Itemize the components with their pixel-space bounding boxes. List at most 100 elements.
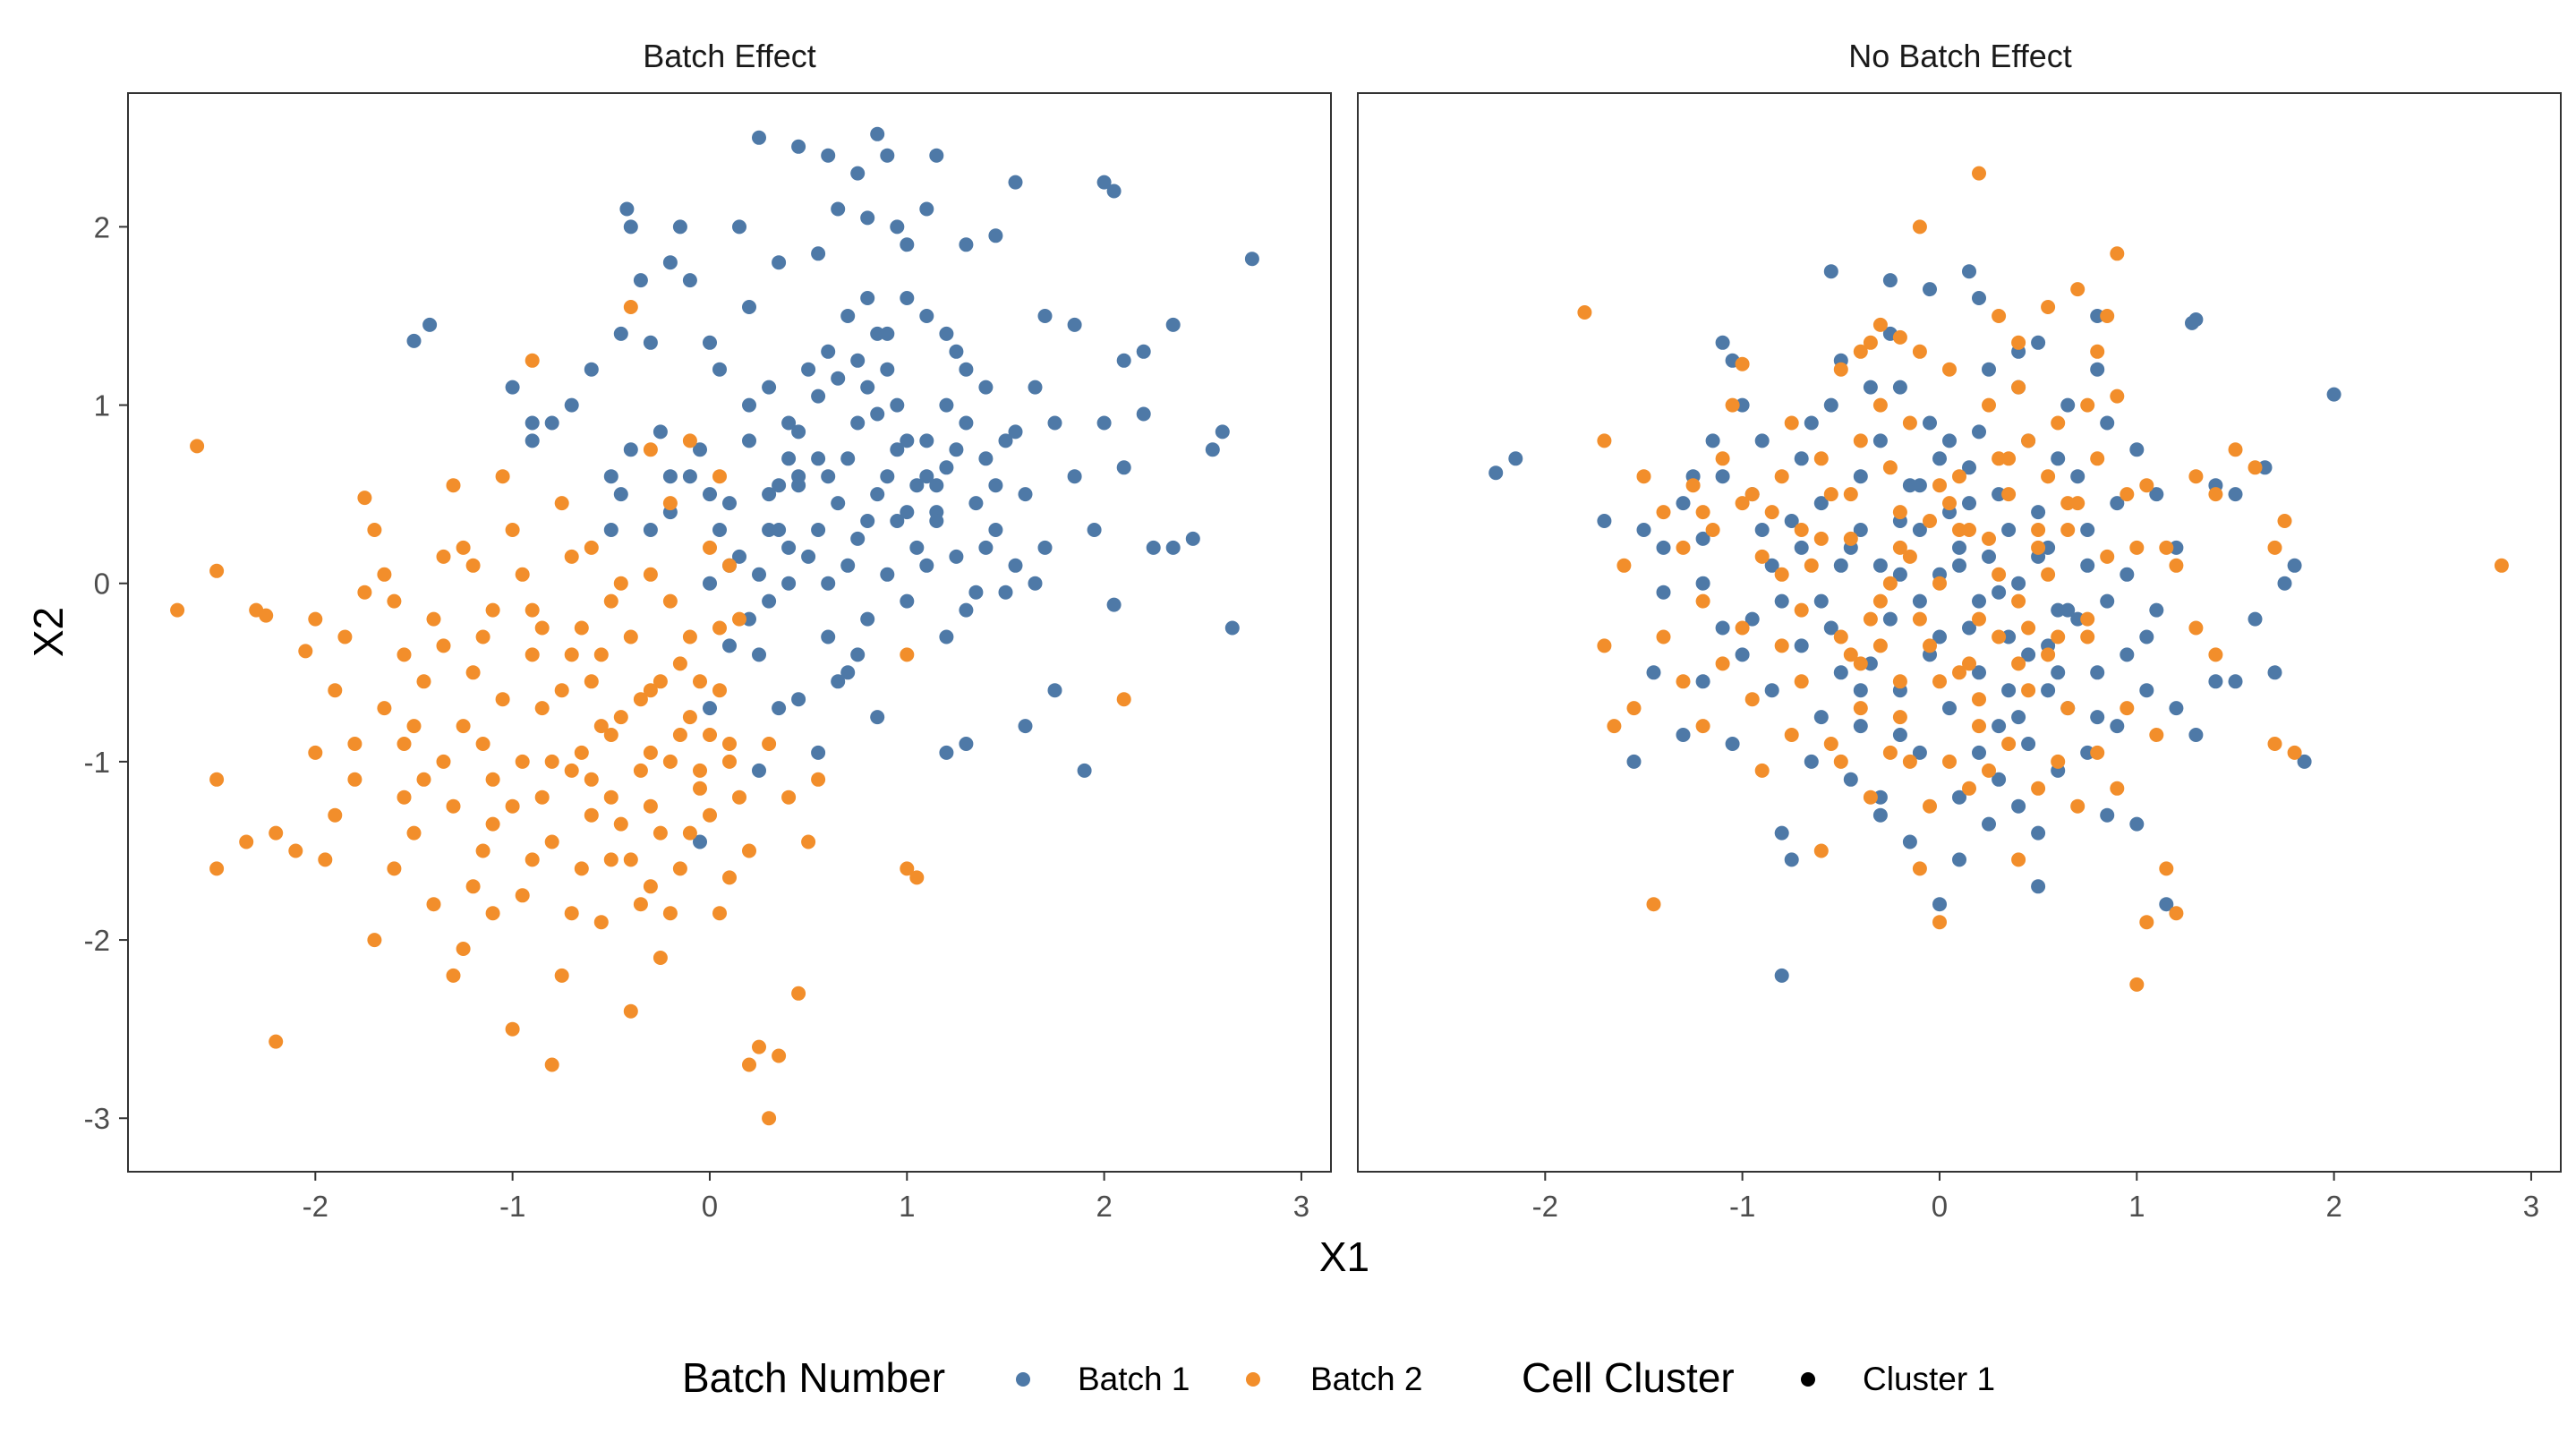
point-batch-effect-batch-1-13 — [672, 219, 687, 235]
point-batch-effect-batch-2-47 — [732, 790, 746, 805]
point-batch-effect-batch-1-113 — [939, 629, 954, 644]
point-no-batch-effect-batch-1-14 — [1764, 558, 1779, 573]
point-batch-effect-batch-1-17 — [732, 219, 746, 235]
point-batch-effect-batch-2-92 — [791, 986, 806, 1001]
x-tick-label-batch-effect-4: 2 — [1096, 1190, 1112, 1223]
point-batch-effect-batch-1-58 — [811, 523, 826, 537]
point-no-batch-effect-batch-1-15 — [1774, 593, 1789, 609]
point-no-batch-effect-batch-1-97 — [1962, 620, 1976, 636]
point-batch-effect-batch-2-63 — [465, 879, 481, 894]
point-no-batch-effect-batch-1-159 — [2011, 710, 2026, 725]
point-no-batch-effect-batch-1-87 — [1863, 656, 1878, 671]
point-batch-effect-batch-1-7 — [613, 326, 628, 341]
point-no-batch-effect-batch-2-5 — [1676, 540, 1691, 555]
point-no-batch-effect-batch-2-88 — [1853, 701, 1868, 716]
point-batch-effect-batch-2-143 — [703, 728, 717, 742]
point-batch-effect-batch-1-27 — [870, 126, 885, 141]
point-batch-effect-batch-1-98 — [939, 326, 954, 341]
point-no-batch-effect-batch-1-28 — [1902, 478, 1917, 493]
point-no-batch-effect-batch-2-115 — [2129, 977, 2145, 992]
point-no-batch-effect-batch-1-144 — [2021, 647, 2036, 662]
point-no-batch-effect-batch-1-158 — [1972, 745, 1986, 760]
point-batch-effect-batch-2-37 — [633, 692, 648, 707]
point-batch-effect-batch-1-66 — [900, 433, 915, 448]
x-tick-label-no-batch-effect-3: 1 — [2128, 1190, 2145, 1223]
point-no-batch-effect-batch-2-129 — [1972, 611, 1986, 627]
point-batch-effect-batch-1-60 — [840, 451, 856, 466]
point-no-batch-effect-batch-2-148 — [1774, 567, 1789, 582]
x-tick-label-no-batch-effect-4: 2 — [2325, 1190, 2341, 1223]
point-no-batch-effect-batch-2-59 — [2277, 514, 2292, 528]
point-no-batch-effect-batch-1-126 — [1892, 567, 1907, 582]
point-batch-effect-batch-1-148 — [603, 523, 618, 537]
point-no-batch-effect-batch-2-98 — [1952, 665, 1966, 680]
point-no-batch-effect-batch-2-46 — [2080, 397, 2095, 413]
point-no-batch-effect-batch-1-79 — [1784, 852, 1799, 867]
point-no-batch-effect-batch-1-95 — [1942, 701, 1957, 716]
point-no-batch-effect-batch-1-85 — [1843, 772, 1858, 787]
point-no-batch-effect-batch-2-41 — [2031, 523, 2046, 537]
point-batch-effect-batch-2-136 — [643, 683, 658, 698]
point-no-batch-effect-batch-1-23 — [1853, 469, 1868, 484]
point-batch-effect-batch-1-53 — [722, 496, 737, 511]
point-no-batch-effect-batch-2-10 — [1725, 397, 1740, 413]
point-batch-effect-batch-1-93 — [840, 309, 856, 323]
point-no-batch-effect-batch-2-7 — [1695, 593, 1710, 609]
point-batch-effect-batch-1-49 — [653, 424, 668, 440]
point-no-batch-effect-batch-2-69 — [2110, 246, 2125, 261]
point-no-batch-effect-batch-2-18 — [1804, 558, 1819, 573]
point-batch-effect-batch-2-52 — [209, 861, 225, 876]
point-no-batch-effect-batch-2-84 — [1813, 843, 1829, 858]
point-no-batch-effect-batch-2-78 — [1735, 620, 1750, 636]
point-no-batch-effect-batch-2-65 — [1992, 309, 2007, 323]
point-batch-effect-batch-2-130 — [712, 620, 727, 636]
point-no-batch-effect-batch-1-120 — [2208, 674, 2223, 689]
y-tick-label-2: -1 — [84, 746, 110, 779]
point-no-batch-effect-batch-2-48 — [2100, 309, 2115, 323]
point-batch-effect-batch-1-115 — [978, 540, 994, 555]
point-batch-effect-batch-1-100 — [978, 451, 994, 466]
point-batch-effect-batch-2-141 — [623, 852, 638, 867]
point-batch-effect-batch-2-51 — [209, 772, 225, 787]
point-batch-effect-batch-1-141 — [909, 540, 925, 555]
point-batch-effect-batch-1-42 — [1165, 317, 1181, 332]
point-batch-effect-batch-1-174 — [939, 460, 954, 475]
point-no-batch-effect-batch-2-71 — [1607, 719, 1622, 734]
point-batch-effect-batch-2-89 — [752, 1039, 766, 1054]
point-batch-effect-batch-1-155 — [791, 424, 806, 440]
point-batch-effect-batch-1-67 — [919, 469, 934, 484]
point-batch-effect-batch-2-137 — [682, 629, 697, 644]
point-batch-effect-batch-1-107 — [821, 629, 836, 644]
point-batch-effect-batch-1-52 — [703, 487, 717, 502]
x-tick-label-batch-effect-2: 0 — [702, 1190, 718, 1223]
point-no-batch-effect-batch-1-102 — [2011, 798, 2026, 814]
point-no-batch-effect-batch-2-4 — [1656, 505, 1671, 520]
point-no-batch-effect-batch-2-32 — [1942, 362, 1957, 377]
point-no-batch-effect-batch-1-70 — [1646, 665, 1661, 680]
point-batch-effect-batch-2-38 — [643, 745, 658, 760]
point-no-batch-effect-batch-2-55 — [2208, 487, 2223, 502]
point-batch-effect-batch-2-132 — [485, 602, 500, 618]
y-tick-label-0: -3 — [84, 1102, 110, 1135]
x-tick-label-no-batch-effect-0: -2 — [1532, 1190, 1558, 1223]
point-no-batch-effect-batch-2-75 — [1676, 674, 1691, 689]
point-no-batch-effect-batch-1-13 — [1754, 523, 1770, 537]
point-no-batch-effect-batch-2-15 — [1774, 469, 1789, 484]
point-no-batch-effect-batch-2-108 — [2051, 754, 2066, 769]
point-batch-effect-batch-1-55 — [762, 523, 777, 537]
point-batch-effect-batch-2-11 — [377, 567, 392, 582]
point-batch-effect-batch-2-152 — [357, 585, 372, 600]
point-batch-effect-batch-1-41 — [1136, 344, 1151, 359]
point-batch-effect-batch-1-40 — [1116, 353, 1131, 368]
point-batch-effect-batch-2-83 — [672, 861, 687, 876]
point-batch-effect-batch-1-106 — [801, 549, 816, 564]
point-batch-effect-batch-1-153 — [752, 567, 766, 582]
point-batch-effect-batch-2-67 — [515, 888, 530, 903]
x-tick-label-batch-effect-3: 1 — [899, 1190, 915, 1223]
point-batch-effect-batch-2-100 — [712, 469, 727, 484]
point-no-batch-effect-batch-1-129 — [1952, 558, 1966, 573]
point-no-batch-effect-batch-1-94 — [1932, 897, 1947, 912]
point-batch-effect-batch-1-152 — [732, 549, 746, 564]
point-no-batch-effect-batch-2-29 — [1912, 219, 1927, 235]
